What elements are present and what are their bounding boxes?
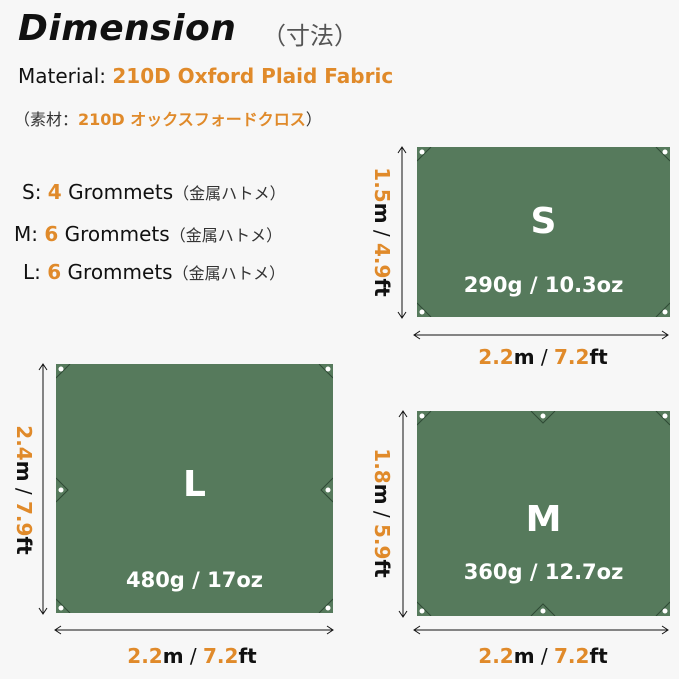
width-arrow-icon bbox=[413, 330, 669, 340]
page-title: Dimension bbox=[18, 8, 237, 49]
w-ft: 7.2 bbox=[554, 644, 590, 668]
height-arrow-icon bbox=[38, 363, 48, 615]
grommet-count: 6 bbox=[44, 222, 59, 246]
sep: / bbox=[370, 223, 394, 244]
unit-m: m bbox=[12, 460, 36, 482]
grommets-l: L: 6 Grommets（金属ハトメ） bbox=[23, 260, 285, 284]
width-arrow-icon bbox=[54, 625, 334, 635]
w-m: 2.2 bbox=[127, 644, 163, 668]
unit-m: m bbox=[370, 483, 394, 505]
height-arrow-icon bbox=[397, 146, 407, 319]
width-l: 2.2m / 7.2ft bbox=[127, 644, 256, 668]
w-m: 2.2 bbox=[478, 345, 514, 369]
grommets-s-icon bbox=[417, 147, 670, 317]
grommets-l-icon bbox=[56, 364, 333, 613]
unit-ft: ft bbox=[12, 536, 36, 555]
h-m: 1.5 bbox=[370, 167, 394, 203]
tarp-s: S 290g / 10.3oz bbox=[417, 147, 670, 317]
w-ft: 7.2 bbox=[203, 644, 239, 668]
h-m: 2.4 bbox=[12, 425, 36, 461]
unit-ft: ft bbox=[589, 345, 608, 369]
w-ft: 7.2 bbox=[554, 345, 590, 369]
grommet-count: 6 bbox=[47, 260, 62, 284]
unit-m: m bbox=[513, 345, 535, 369]
grommet-label: Grommets bbox=[64, 222, 170, 246]
page-title-jp: （寸法） bbox=[262, 22, 358, 50]
sep: / bbox=[534, 644, 555, 668]
size-label: S: bbox=[22, 180, 42, 204]
unit-m: m bbox=[370, 202, 394, 224]
tarp-weight: 290g / 10.3oz bbox=[463, 273, 624, 297]
size-label: M: bbox=[14, 222, 38, 246]
unit-ft: ft bbox=[589, 644, 608, 668]
grommets-m: M: 6 Grommets（金属ハトメ） bbox=[14, 222, 282, 246]
sep: / bbox=[370, 504, 394, 525]
height-l: 2.4m / 7.9ft bbox=[12, 425, 36, 554]
sep: / bbox=[183, 644, 204, 668]
tarp-letter: M bbox=[525, 499, 562, 540]
height-s: 1.5m / 4.9ft bbox=[370, 167, 394, 296]
material-value: 210D Oxford Plaid Fabric bbox=[112, 64, 394, 88]
height-arrow-icon bbox=[398, 410, 408, 618]
grommets-m-icon bbox=[417, 411, 670, 616]
material-line: Material: 210D Oxford Plaid Fabric bbox=[18, 64, 393, 88]
unit-m: m bbox=[513, 644, 535, 668]
unit-ft: ft bbox=[238, 644, 257, 668]
unit-ft: ft bbox=[370, 278, 394, 297]
tarp-l: L 480g / 17oz bbox=[56, 364, 333, 613]
material-jp-value: 210D オックスフォードクロス bbox=[78, 110, 306, 129]
unit-ft: ft bbox=[370, 559, 394, 578]
h-ft: 4.9 bbox=[370, 243, 394, 279]
unit-m: m bbox=[162, 644, 184, 668]
width-s: 2.2m / 7.2ft bbox=[478, 345, 607, 369]
material-label: Material: bbox=[18, 64, 106, 88]
h-ft: 7.9 bbox=[12, 501, 36, 537]
material-jp-close: ） bbox=[305, 110, 322, 129]
tarp-weight: 360g / 12.7oz bbox=[463, 560, 624, 584]
material-jp-open: （素材： bbox=[14, 110, 79, 129]
tarp-weight: 480g / 17oz bbox=[125, 568, 264, 592]
sep: / bbox=[534, 345, 555, 369]
material-line-jp: （素材：210D オックスフォードクロス） bbox=[14, 106, 322, 130]
size-label: L: bbox=[23, 260, 41, 284]
w-m: 2.2 bbox=[478, 644, 514, 668]
h-ft: 5.9 bbox=[370, 524, 394, 560]
width-m: 2.2m / 7.2ft bbox=[478, 644, 607, 668]
tarp-letter: L bbox=[183, 464, 206, 505]
grommets-s: S: 4 Grommets（金属ハトメ） bbox=[22, 180, 286, 204]
grommet-jp: （金属ハトメ） bbox=[173, 184, 286, 203]
grommet-jp: （金属ハトメ） bbox=[172, 264, 286, 283]
grommet-jp: （金属ハトメ） bbox=[169, 226, 283, 245]
grommet-count: 4 bbox=[47, 180, 62, 204]
h-m: 1.8 bbox=[370, 448, 394, 484]
grommet-label: Grommets bbox=[68, 180, 174, 204]
tarp-letter: S bbox=[530, 201, 557, 242]
width-arrow-icon bbox=[413, 625, 669, 635]
tarp-m: M 360g / 12.7oz bbox=[417, 411, 670, 616]
height-m: 1.8m / 5.9ft bbox=[370, 448, 394, 577]
grommet-label: Grommets bbox=[67, 260, 173, 284]
sep: / bbox=[12, 481, 36, 502]
